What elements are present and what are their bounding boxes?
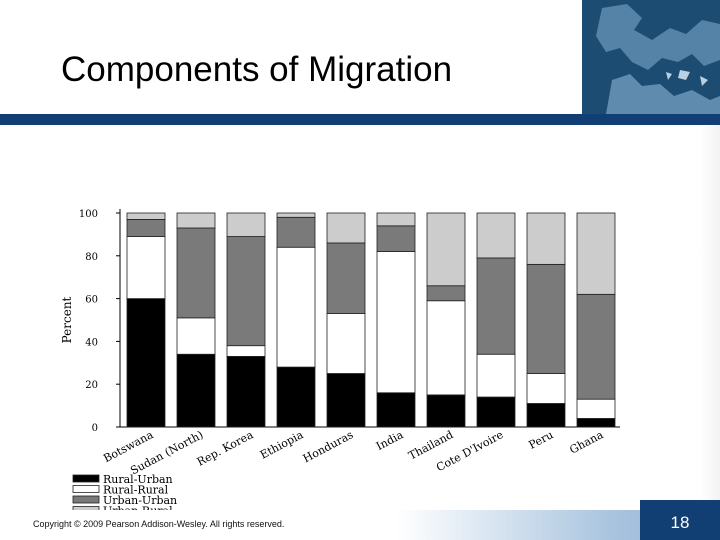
- legend-swatch: [72, 485, 100, 493]
- bar-segment-rural-rural: [326, 313, 366, 374]
- bar-segment-urban-rural: [276, 212, 316, 218]
- bar-segment-rural-urban: [376, 392, 416, 428]
- bar-segment-rural-urban: [126, 298, 166, 428]
- page-number-box: [640, 500, 720, 540]
- bar-segment-rural-rural: [426, 300, 466, 396]
- x-tick-label: Peru: [527, 428, 556, 452]
- bar-segment-urban-rural: [376, 212, 416, 227]
- bar-segment-rural-urban: [326, 373, 366, 428]
- bar-segment-urban-urban: [426, 285, 466, 302]
- legend-label: Rural-Rural: [103, 484, 169, 497]
- bar-segment-rural-urban: [226, 355, 266, 428]
- bar-segment-urban-rural: [476, 212, 516, 259]
- bar-segment-urban-rural: [576, 212, 616, 295]
- legend-label: Urban-Urban: [103, 494, 177, 507]
- bar-segment-rural-rural: [276, 246, 316, 368]
- y-tick-label: 40: [85, 337, 98, 348]
- bar-segment-rural-rural: [376, 251, 416, 394]
- y-tick-label: 60: [85, 295, 98, 306]
- right-edge-strip: [700, 125, 720, 510]
- bar-segment-urban-rural: [426, 212, 466, 287]
- bar-segment-urban-urban: [126, 219, 166, 237]
- x-tick-label: Ethiopia: [258, 428, 306, 462]
- bar-segment-rural-urban: [276, 366, 316, 428]
- bar-segment-urban-urban: [276, 216, 316, 248]
- bar-segment-rural-urban: [176, 353, 216, 428]
- bar-segment-rural-urban: [476, 396, 516, 428]
- header-map-image: [582, 0, 720, 114]
- bar-segment-urban-urban: [376, 225, 416, 252]
- header-bar: [0, 114, 720, 125]
- x-tick-label: Honduras: [301, 428, 356, 465]
- footer-bar: [0, 510, 720, 540]
- bar-segment-urban-urban: [176, 227, 216, 319]
- bar-segment-urban-urban: [226, 236, 266, 347]
- bar-segment-urban-rural: [526, 212, 566, 265]
- copyright-text: Copyright © 2009 Pearson Addison-Wesley.…: [33, 519, 285, 529]
- slide-title: Components of Migration: [61, 50, 453, 89]
- bar-segment-rural-rural: [176, 317, 216, 355]
- y-tick-label: 80: [85, 252, 98, 263]
- bar-segment-urban-rural: [326, 212, 366, 244]
- x-tick-label: Rep. Korea: [195, 428, 256, 469]
- legend-label: Rural-Urban: [103, 473, 173, 486]
- bar-segment-rural-urban: [576, 418, 616, 428]
- bar-segment-rural-rural: [476, 353, 516, 398]
- bar-segment-rural-rural: [126, 236, 166, 300]
- bar-segment-rural-rural: [576, 398, 616, 419]
- x-tick-label: India: [374, 428, 406, 453]
- bar-segment-urban-rural: [176, 212, 216, 229]
- y-tick-label: 0: [92, 423, 98, 434]
- bar-segment-rural-urban: [426, 394, 466, 428]
- legend-swatch: [72, 495, 100, 504]
- bar-segment-urban-urban: [526, 263, 566, 374]
- x-tick-label: Ghana: [567, 428, 605, 457]
- bar-segment-rural-urban: [526, 403, 566, 428]
- y-axis-label: Percent: [60, 296, 74, 343]
- page-number: 18: [670, 513, 690, 532]
- bar-segment-urban-urban: [476, 257, 516, 355]
- legend-swatch: [72, 474, 100, 483]
- bar-segment-urban-rural: [226, 212, 266, 237]
- y-tick-label: 20: [85, 380, 98, 391]
- y-tick-label: 100: [79, 209, 98, 220]
- bar-segment-urban-urban: [576, 293, 616, 400]
- bar-segment-urban-rural: [126, 212, 166, 220]
- bar-segment-rural-rural: [526, 373, 566, 404]
- bar-segment-urban-urban: [326, 242, 366, 314]
- bar-segment-rural-rural: [226, 345, 266, 357]
